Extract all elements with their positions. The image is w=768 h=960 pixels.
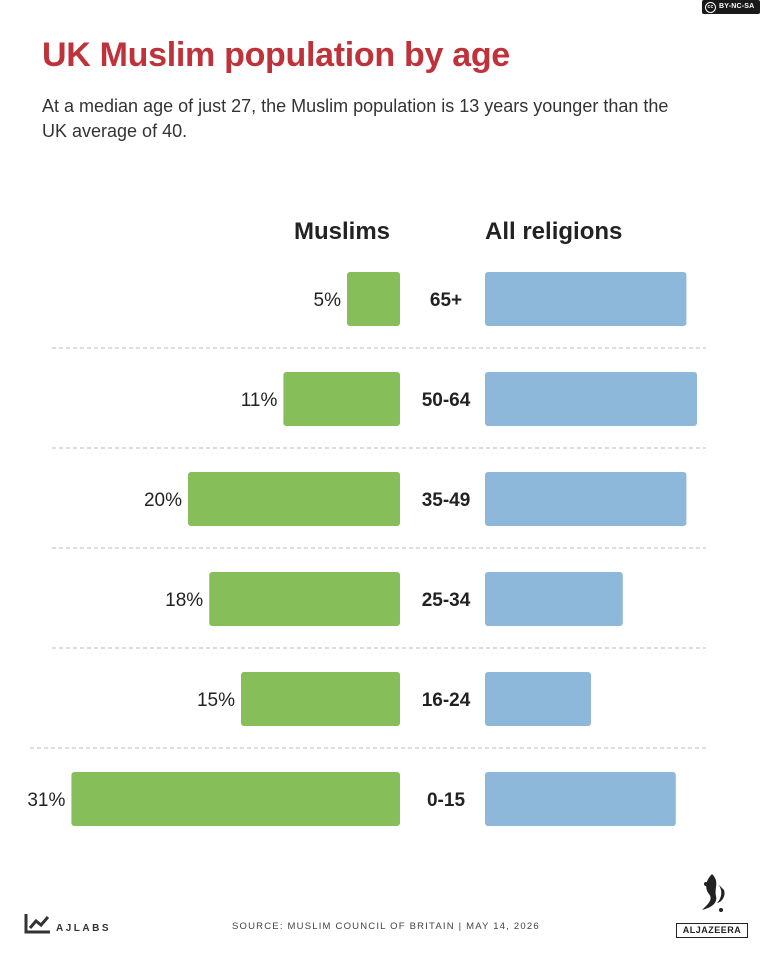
- muslims-bar: [188, 472, 400, 526]
- age-group-label: 25-34: [422, 590, 471, 611]
- all-religions-column-header: All religions: [485, 218, 623, 245]
- all-religions-bar: [485, 772, 676, 826]
- aljazeera-wordmark: ALJAZEERA: [676, 923, 748, 938]
- all-religions-bar: [485, 472, 687, 526]
- muslims-value-label: 15%: [197, 690, 235, 711]
- aljazeera-emblem-icon: [702, 874, 725, 912]
- muslims-value-label: 5%: [314, 290, 342, 311]
- source-note: SOURCE: MUSLIM COUNCIL OF BRITAIN | MAY …: [232, 921, 540, 932]
- muslims-bar: [347, 272, 400, 326]
- muslims-bar: [283, 372, 400, 426]
- license-badge: cc BY-NC-SA: [702, 0, 760, 14]
- age-group-label: 50-64: [422, 390, 471, 411]
- page-subtitle: At a median age of just 27, the Muslim p…: [42, 96, 669, 141]
- muslims-value-label: 31%: [27, 790, 65, 811]
- age-group-label: 65+: [430, 290, 462, 311]
- page-title: UK Muslim population by age: [42, 36, 510, 74]
- muslims-bar: [209, 572, 400, 626]
- all-religions-bar: [485, 672, 591, 726]
- ajlabs-logo: AJLABS: [24, 912, 111, 934]
- age-group-label: 0-15: [427, 790, 465, 811]
- all-religions-bar: [485, 372, 697, 426]
- ajlabs-icon: [24, 914, 50, 934]
- cc-icon: cc: [705, 1, 716, 13]
- muslims-column-header: Muslims: [294, 218, 391, 245]
- all-religions-bar: [485, 272, 687, 326]
- aljazeera-logo: ALJAZEERA: [676, 870, 748, 938]
- muslims-value-label: 20%: [144, 490, 182, 511]
- age-group-label: 35-49: [422, 490, 471, 511]
- license-label: BY-NC-SA: [719, 3, 755, 10]
- age-group-label: 16-24: [422, 690, 471, 711]
- muslims-bar: [241, 672, 400, 726]
- muslims-value-label: 18%: [165, 590, 203, 611]
- muslims-bar: [71, 772, 401, 826]
- all-religions-bar: [485, 572, 623, 626]
- muslims-value-label: 11%: [241, 390, 278, 411]
- ajlabs-label: AJLABS: [56, 923, 112, 934]
